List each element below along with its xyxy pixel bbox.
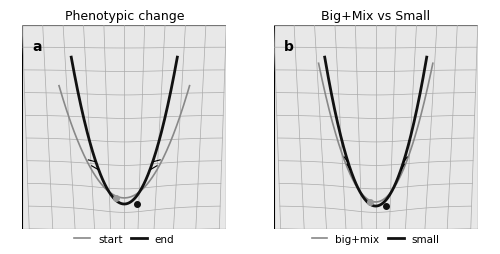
Text: b: b (284, 40, 294, 54)
Legend: big+mix, small: big+mix, small (308, 230, 444, 248)
Text: a: a (32, 40, 42, 54)
Legend: start, end: start, end (70, 230, 178, 248)
Title: Big+Mix vs Small: Big+Mix vs Small (321, 10, 430, 23)
Title: Phenotypic change: Phenotypic change (64, 10, 184, 23)
